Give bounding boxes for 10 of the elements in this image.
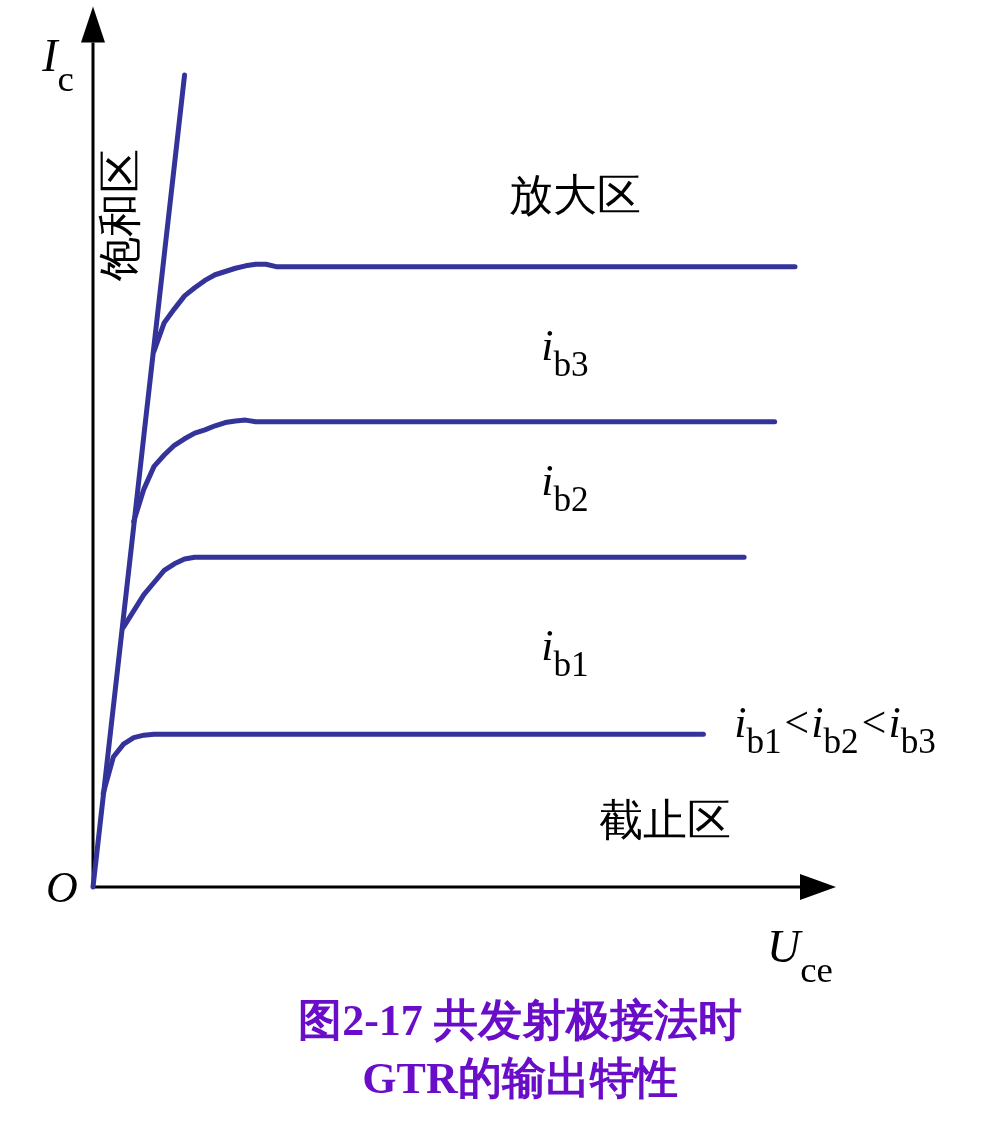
annotation: 饱和区 <box>95 149 145 281</box>
annotation: i$_{b1}$ <box>541 620 589 684</box>
annotation: 截止区 <box>599 795 731 845</box>
annotation: 放大区 <box>509 170 641 220</box>
annotation: i$_{b3}$ <box>541 320 589 384</box>
annotation: O <box>46 862 78 912</box>
annotation: i$_{b2}$ <box>541 455 589 519</box>
annotation: i$_{b1}$<i$_{b2}$<i$_{b3}$ <box>734 697 936 761</box>
ylabel: I$_{c}$ <box>42 29 74 99</box>
xlabel: U$_{ce}$ <box>767 921 833 991</box>
